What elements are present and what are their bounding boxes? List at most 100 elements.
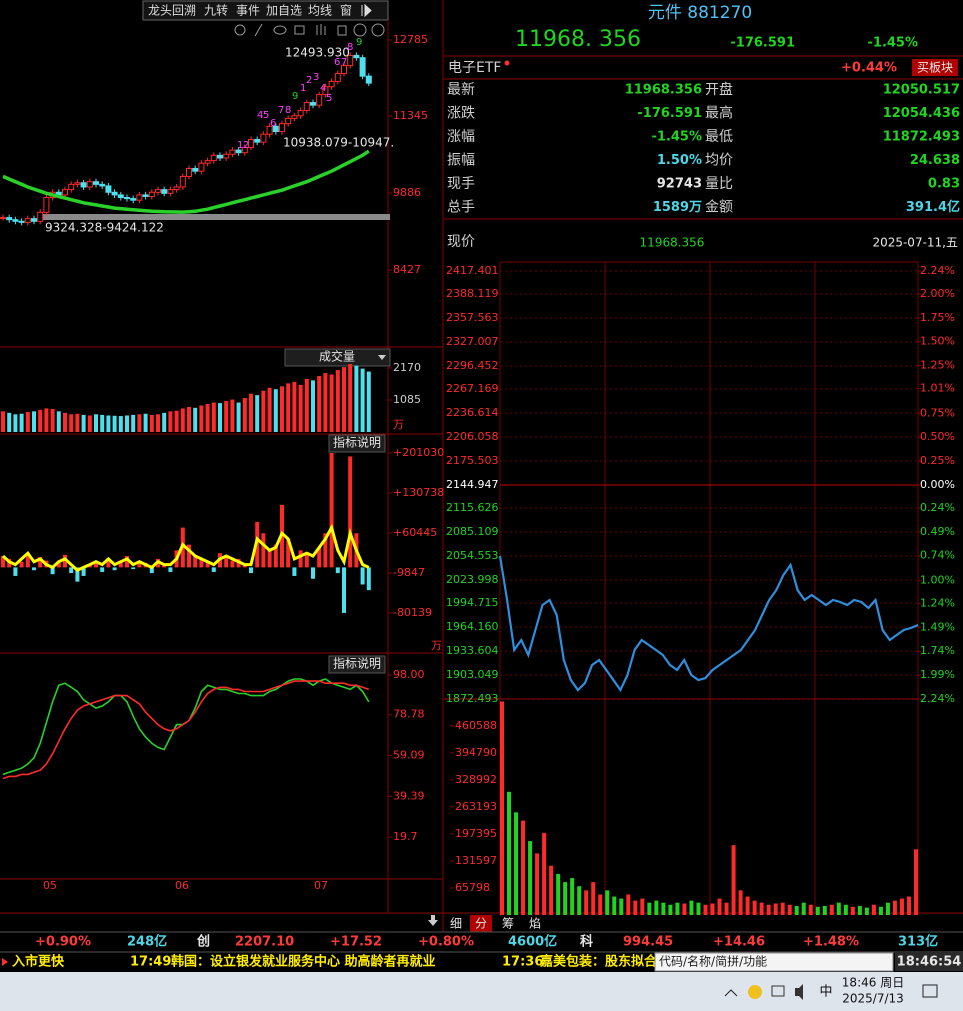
moving-average xyxy=(2,149,370,214)
candle xyxy=(186,168,192,177)
bar xyxy=(230,560,235,568)
news-arrow xyxy=(2,958,8,966)
quote-value: 12054.436 xyxy=(883,106,960,121)
download-icon[interactable] xyxy=(428,915,438,926)
bar xyxy=(38,557,43,568)
bar xyxy=(87,415,92,432)
search-box[interactable] xyxy=(654,952,894,972)
bar xyxy=(689,900,694,915)
tray-caret[interactable] xyxy=(724,989,738,997)
bar xyxy=(199,558,204,568)
y-tick-label: 1964.160 xyxy=(446,620,499,633)
sector-name[interactable]: 电子ETF xyxy=(448,60,501,76)
bar xyxy=(149,567,154,574)
bar xyxy=(25,553,30,568)
bar xyxy=(267,387,272,432)
bar xyxy=(317,375,322,432)
bar xyxy=(360,368,365,432)
candle xyxy=(297,109,304,117)
candle xyxy=(179,175,186,188)
candle xyxy=(148,191,155,197)
tab[interactable]: 筹 xyxy=(502,917,514,931)
bar xyxy=(168,567,173,572)
news-text[interactable]: 入市更快 xyxy=(12,954,65,970)
bar xyxy=(50,408,55,432)
support-band xyxy=(40,214,390,220)
dropdown-arrow[interactable] xyxy=(378,355,386,360)
bar xyxy=(843,904,848,915)
y-tick-label: +60445 xyxy=(393,526,437,539)
annotation: 12493.930 xyxy=(285,46,350,60)
sector-dot xyxy=(504,60,510,66)
task-time[interactable]: 18:46 周日 xyxy=(842,976,904,990)
y-tick-label: 2023.998 xyxy=(446,573,499,586)
bar xyxy=(255,395,260,432)
y2-tick-label: 0.24% xyxy=(920,501,955,514)
td-label: 2 xyxy=(306,75,312,86)
expand-icon[interactable] xyxy=(361,3,372,18)
y2-tick-label: 0.75% xyxy=(920,406,955,419)
tool-button[interactable]: 窗 xyxy=(340,4,352,18)
candle xyxy=(204,160,211,164)
index-item: +1.48% xyxy=(803,935,859,950)
candle xyxy=(316,94,323,106)
panel-title: 指标说明 xyxy=(333,435,381,450)
tab[interactable]: 分 xyxy=(475,917,487,931)
tool-button[interactable]: 均线 xyxy=(308,4,332,18)
news-text[interactable]: 嘉美包装：股东拟合计减 xyxy=(539,954,683,970)
td-label: 4 xyxy=(320,83,326,94)
bar xyxy=(118,416,123,432)
bar xyxy=(752,900,757,915)
sector-button[interactable] xyxy=(912,59,958,76)
tool-button[interactable]: 龙头回溯 xyxy=(148,3,196,18)
bar xyxy=(598,894,603,915)
tool-button[interactable]: 九转 xyxy=(204,3,228,18)
search-placeholder[interactable]: 代码/名称/简拼/功能 xyxy=(659,954,767,969)
bar xyxy=(38,409,43,432)
now-label: 现价 xyxy=(447,234,475,250)
tray-icon[interactable] xyxy=(748,985,762,999)
quote-value: 24.638 xyxy=(910,153,960,168)
tray-icon[interactable] xyxy=(771,985,785,997)
tab-active-bg xyxy=(470,915,492,932)
tab[interactable]: 细 xyxy=(450,917,462,931)
y-tick-label: 460588 xyxy=(455,719,497,732)
bar xyxy=(112,567,117,571)
bar xyxy=(914,849,918,915)
bar xyxy=(180,408,185,432)
y2-tick-label: 1.01% xyxy=(920,382,955,395)
candle xyxy=(43,197,50,213)
task-date[interactable]: 2025/7/13 xyxy=(842,992,904,1006)
tool-button[interactable]: 加自选 xyxy=(266,4,302,18)
tray-icon[interactable] xyxy=(795,984,803,1000)
index-item: +0.90% xyxy=(35,935,91,950)
news-time: 17:36 xyxy=(502,955,543,970)
candle xyxy=(68,183,75,191)
bar xyxy=(654,900,659,915)
bar xyxy=(19,413,24,432)
sector-button-label[interactable]: 买板块 xyxy=(917,61,953,75)
bar xyxy=(56,411,61,432)
bar xyxy=(335,370,340,432)
bar xyxy=(354,365,359,432)
bar xyxy=(542,832,547,915)
tool-button[interactable]: 事件 xyxy=(236,4,260,18)
bar xyxy=(836,902,841,915)
index-bar: +0.90% 248亿 创 2207.10 +17.52 +0.80% 4600… xyxy=(35,934,938,950)
quote-label: 均价 xyxy=(705,153,733,169)
tab[interactable]: 焰 xyxy=(529,916,541,931)
candle xyxy=(12,219,19,222)
ime[interactable]: 中 xyxy=(819,985,832,1000)
index-item: +14.46 xyxy=(713,935,765,950)
y-tick-label: 59.09 xyxy=(393,749,425,762)
news-text[interactable]: 韩国：设立银发就业服务中心 助高龄者再就业 xyxy=(171,954,436,970)
bar xyxy=(584,890,589,915)
title-box xyxy=(328,655,386,674)
notify-icon[interactable] xyxy=(922,984,938,998)
bar xyxy=(348,364,353,432)
bar xyxy=(507,791,512,915)
bar xyxy=(857,905,862,915)
y-tick-label: -80139 xyxy=(393,606,432,619)
candle xyxy=(365,75,372,84)
quote-title: 元件 881270 xyxy=(648,3,752,23)
